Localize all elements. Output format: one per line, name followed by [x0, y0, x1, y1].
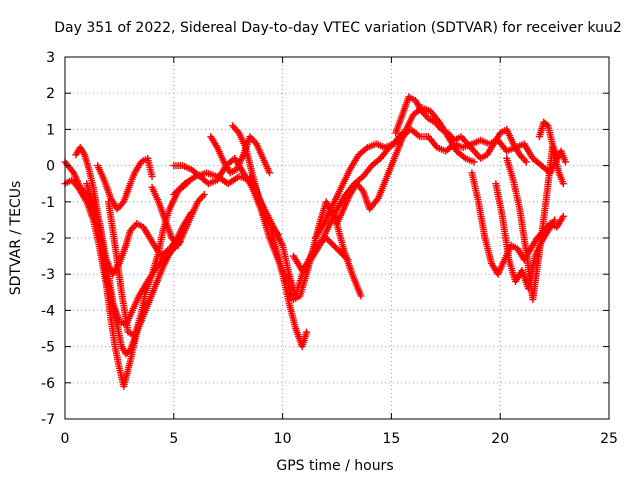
data-point	[357, 292, 365, 300]
x-tick-label: 15	[382, 431, 400, 447]
data-point	[559, 180, 567, 188]
data-point	[200, 191, 208, 199]
data-point	[331, 243, 339, 251]
data-points	[61, 93, 569, 390]
data-point	[170, 191, 178, 199]
y-tick-label: 1	[46, 122, 55, 138]
y-tick-label: -3	[41, 267, 55, 283]
data-point	[274, 230, 282, 238]
data-point	[173, 187, 181, 195]
y-tick-label: -1	[41, 195, 55, 211]
x-tick-label: 0	[61, 431, 70, 447]
x-axis-ticks: 0 5 10 15 20 25	[61, 57, 618, 447]
data-point	[148, 172, 156, 180]
x-tick-label: 20	[491, 431, 509, 447]
data-point	[174, 186, 182, 194]
y-tick-label: 0	[46, 159, 55, 175]
x-axis-title: GPS time / hours	[276, 458, 393, 474]
data-point	[303, 328, 311, 336]
data-point	[266, 169, 274, 177]
y-axis-ticks: -7 -6 -5 -4 -3 -2 -1 0 1 2 3	[41, 50, 609, 428]
data-point	[325, 237, 333, 245]
chart-title: Day 351 of 2022, Sidereal Day-to-day VTE…	[54, 20, 622, 36]
data-point	[333, 245, 341, 253]
y-tick-label: 2	[46, 86, 55, 102]
data-point	[171, 189, 179, 197]
data-point	[561, 158, 569, 166]
data-point	[559, 212, 567, 220]
y-tick-label: -6	[41, 376, 55, 392]
data-point	[178, 183, 186, 191]
y-axis-title: SDTVAR / TECUs	[8, 181, 24, 296]
data-point	[522, 158, 530, 166]
y-tick-label: -2	[41, 231, 55, 247]
data-point	[327, 239, 335, 247]
data-point	[176, 184, 184, 192]
y-tick-label: -5	[41, 340, 55, 356]
y-tick-label: 3	[46, 50, 55, 66]
x-tick-label: 5	[169, 431, 178, 447]
x-tick-label: 25	[600, 431, 618, 447]
data-point	[470, 158, 478, 166]
y-tick-label: -4	[41, 303, 55, 319]
data-point	[551, 216, 559, 224]
data-point	[328, 240, 336, 248]
x-tick-label: 10	[274, 431, 292, 447]
y-tick-label: -7	[41, 412, 55, 428]
data-point	[330, 242, 338, 250]
data-point	[336, 248, 344, 256]
